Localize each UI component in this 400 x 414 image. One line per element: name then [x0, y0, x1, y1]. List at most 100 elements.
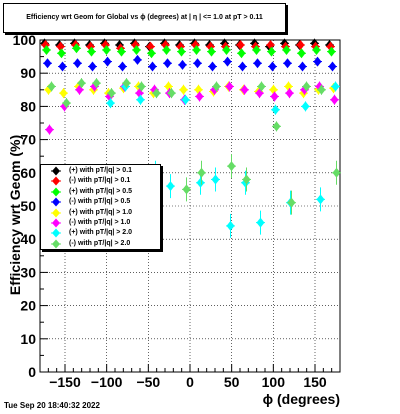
data-point — [137, 81, 146, 92]
data-point — [73, 58, 82, 69]
legend-label: (-) with pT/|q| > 0.5 — [69, 198, 131, 206]
legend-marker-diamond — [52, 208, 60, 218]
legend-marker-diamond — [52, 187, 60, 197]
y-axis-label: Efficiency wrt Geom (%) — [7, 134, 23, 296]
data-point — [177, 46, 186, 57]
data-point — [238, 61, 247, 72]
data-point — [267, 46, 276, 57]
data-point — [253, 58, 262, 69]
data-point — [270, 91, 279, 102]
legend-label: (+) with pT/|q| > 1.0 — [69, 208, 133, 216]
data-point — [122, 78, 131, 89]
data-point — [57, 48, 66, 59]
y-tick-label: 40 — [20, 231, 36, 247]
data-point — [166, 181, 175, 192]
y-tick-label: 60 — [20, 165, 36, 181]
x-tick-label: 0 — [186, 374, 194, 390]
data-point — [287, 197, 296, 208]
legend-entry: (+) with pT/|q| > 0.5 — [41, 187, 160, 197]
data-point — [283, 58, 292, 69]
legend-marker — [51, 187, 61, 197]
data-point — [163, 58, 172, 69]
data-point — [316, 194, 325, 205]
y-tick-label: 0 — [28, 364, 36, 380]
data-point — [152, 88, 161, 99]
data-point — [252, 44, 261, 55]
axis-ticks: 0 10 20 30 40 50 60 70 80 90 100 −150 −100 −50 0 50 100 1… — [13, 32, 333, 390]
legend-label: (+) with pT/|q| > 2.0 — [69, 229, 133, 237]
legend-marker — [51, 166, 61, 176]
legend-marker-diamond — [52, 197, 60, 207]
data-point — [237, 48, 246, 59]
x-tick-label: 100 — [262, 374, 286, 390]
datestamp: Tue Sep 20 18:40:32 2022 — [4, 401, 100, 410]
data-point — [223, 56, 232, 67]
data-point — [302, 81, 311, 92]
data-point — [193, 58, 202, 69]
legend: (+) with pT/|q| > 0.1 (-) with pT/|q| > 0… — [40, 164, 161, 250]
legend-marker-diamond — [52, 176, 60, 186]
data-point — [282, 44, 291, 55]
data-point — [266, 39, 275, 50]
data-point — [102, 44, 111, 55]
legend-marker-diamond — [52, 228, 60, 238]
grid-lines — [40, 39, 340, 373]
data-point — [62, 98, 71, 109]
data-point — [257, 81, 266, 92]
data-point — [313, 56, 322, 67]
legend-entry: (+) with pT/|q| > 2.0 — [41, 228, 160, 238]
legend-entry: (+) with pT/|q| > 0.1 — [41, 166, 160, 176]
data-point — [330, 94, 339, 105]
series-8 — [47, 78, 341, 215]
data-point — [132, 44, 141, 55]
y-tick-label: 100 — [13, 32, 37, 48]
data-point — [146, 41, 155, 52]
data-point — [301, 101, 310, 112]
x-tick-label: −100 — [91, 374, 123, 390]
data-point — [107, 88, 116, 99]
data-point — [211, 174, 220, 185]
data-point — [148, 61, 157, 72]
data-point — [164, 81, 173, 92]
data-point — [181, 94, 190, 105]
legend-marker — [51, 218, 61, 228]
data-point — [45, 124, 54, 135]
data-point — [297, 48, 306, 59]
data-point — [43, 58, 52, 69]
data-point — [59, 88, 68, 99]
data-point — [331, 81, 340, 92]
x-tick-label: 50 — [224, 374, 240, 390]
data-point — [136, 94, 145, 105]
data-point — [285, 88, 294, 99]
y-tick-label: 70 — [20, 132, 36, 148]
data-point — [317, 84, 326, 95]
data-point — [272, 121, 281, 132]
data-point — [72, 43, 81, 54]
data-point — [133, 54, 142, 65]
data-point — [256, 217, 265, 228]
data-point — [182, 184, 191, 195]
legend-marker — [51, 176, 61, 186]
data-point — [332, 167, 341, 178]
data-point — [197, 167, 206, 178]
data-point — [58, 61, 67, 72]
data-point — [284, 81, 293, 92]
data-point — [179, 84, 188, 95]
data-point — [328, 61, 337, 72]
legend-label: (-) with pT/|q| > 0.1 — [69, 177, 131, 185]
data-point — [194, 84, 203, 95]
legend-marker-diamond — [52, 218, 60, 228]
data-point — [207, 46, 216, 57]
data-point — [42, 44, 51, 55]
legend-label: (+) with pT/|q| > 0.1 — [69, 167, 133, 174]
legend-label: (+) with pT/|q| > 0.5 — [69, 187, 133, 195]
data-point — [192, 44, 201, 55]
data-point — [196, 177, 205, 188]
y-tick-label: 20 — [20, 298, 36, 314]
data-point — [147, 48, 156, 59]
data-point — [269, 84, 278, 95]
x-tick-label: −50 — [136, 374, 160, 390]
data-point — [226, 220, 235, 231]
data-point — [178, 59, 187, 70]
